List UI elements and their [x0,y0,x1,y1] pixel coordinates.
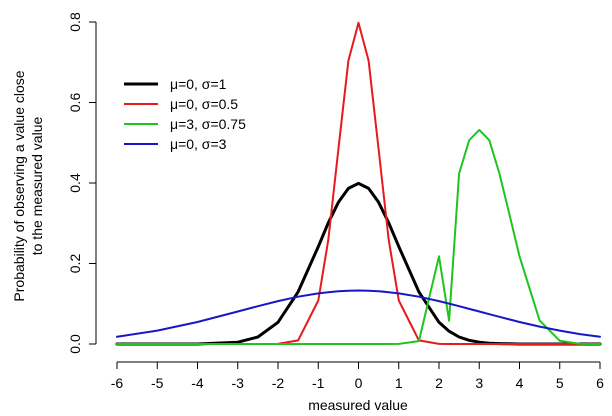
x-tick-label: 3 [475,375,483,391]
x-tick-label: -5 [151,375,164,391]
x-tick-label: 1 [395,375,403,391]
legend: μ=0, σ=1 μ=0, σ=0.5 μ=3, σ=0.75 μ=0, σ=3 [124,76,246,152]
y-axis-title-line-1: Probability of observing a value close [11,70,27,301]
y-axis-title-line-2: to the measured value [29,117,45,256]
x-axis-title: measured value [308,397,408,413]
y-tick-label: 0.4 [67,173,83,193]
y-tick-label: 0.6 [67,93,83,113]
legend-label: μ=0, σ=3 [170,136,227,152]
y-ticks: 0.0 0.2 0.4 0.6 0.8 [67,12,96,354]
legend-label: μ=3, σ=0.75 [170,116,246,132]
series-line-3 [116,128,601,345]
x-tick-label: -2 [272,375,285,391]
x-tick-label: 5 [556,375,564,391]
series-lines [115,21,602,346]
x-ticks: -6 -5 -4 -3 -2 -1 0 1 2 3 4 5 6 [111,362,604,391]
series-line-4 [116,289,601,338]
x-tick-label: -6 [111,375,124,391]
x-tick-label: 4 [516,375,524,391]
x-tick-label: 6 [596,375,604,391]
x-tick-label: -4 [191,375,204,391]
x-tick-label: 2 [435,375,443,391]
x-tick-label: -3 [232,375,245,391]
legend-label: μ=0, σ=1 [170,76,227,92]
y-tick-label: 0.2 [67,254,83,274]
y-tick-label: 0.8 [67,12,83,32]
series-line-1 [115,181,602,346]
x-tick-label: 0 [355,375,363,391]
y-tick-label: 0.0 [67,334,83,354]
legend-label: μ=0, σ=0.5 [170,96,238,112]
x-tick-label: -1 [312,375,325,391]
